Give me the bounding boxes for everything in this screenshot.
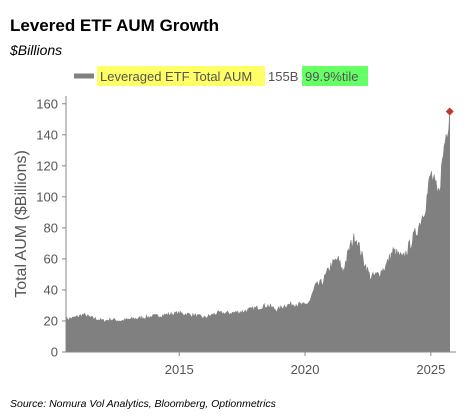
x-tick-label: 2015 [165,362,194,377]
legend-label: Leveraged ETF Total AUM [100,69,252,84]
y-tick-label: 20 [44,313,58,328]
chart-title: Levered ETF AUM Growth [10,16,220,35]
y-tick-label: 160 [36,96,58,111]
y-tick-label: 120 [36,158,58,173]
x-tick-label: 2020 [291,362,320,377]
legend-label-highlight [97,66,265,86]
latest-value-marker [445,107,454,116]
y-tick-label: 60 [44,251,58,266]
legend-percentile: 99.9%tile [305,69,358,84]
y-tick-label: 140 [36,127,58,142]
y-tick-label: 100 [36,189,58,204]
y-tick-label: 40 [44,282,58,297]
y-tick-label: 80 [44,220,58,235]
series-area-leveraged-etf-aum [65,111,450,353]
source-note: Source: Nomura Vol Analytics, Bloomberg,… [10,398,276,410]
y-tick-label: 0 [51,345,58,360]
legend-percentile-highlight [302,66,368,86]
y-axis-label: Total AUM ($Billions) [13,150,30,298]
x-tick-label: 2025 [416,362,445,377]
legend-value: 155B [268,69,298,84]
chart-subtitle: $Billions [10,42,63,58]
